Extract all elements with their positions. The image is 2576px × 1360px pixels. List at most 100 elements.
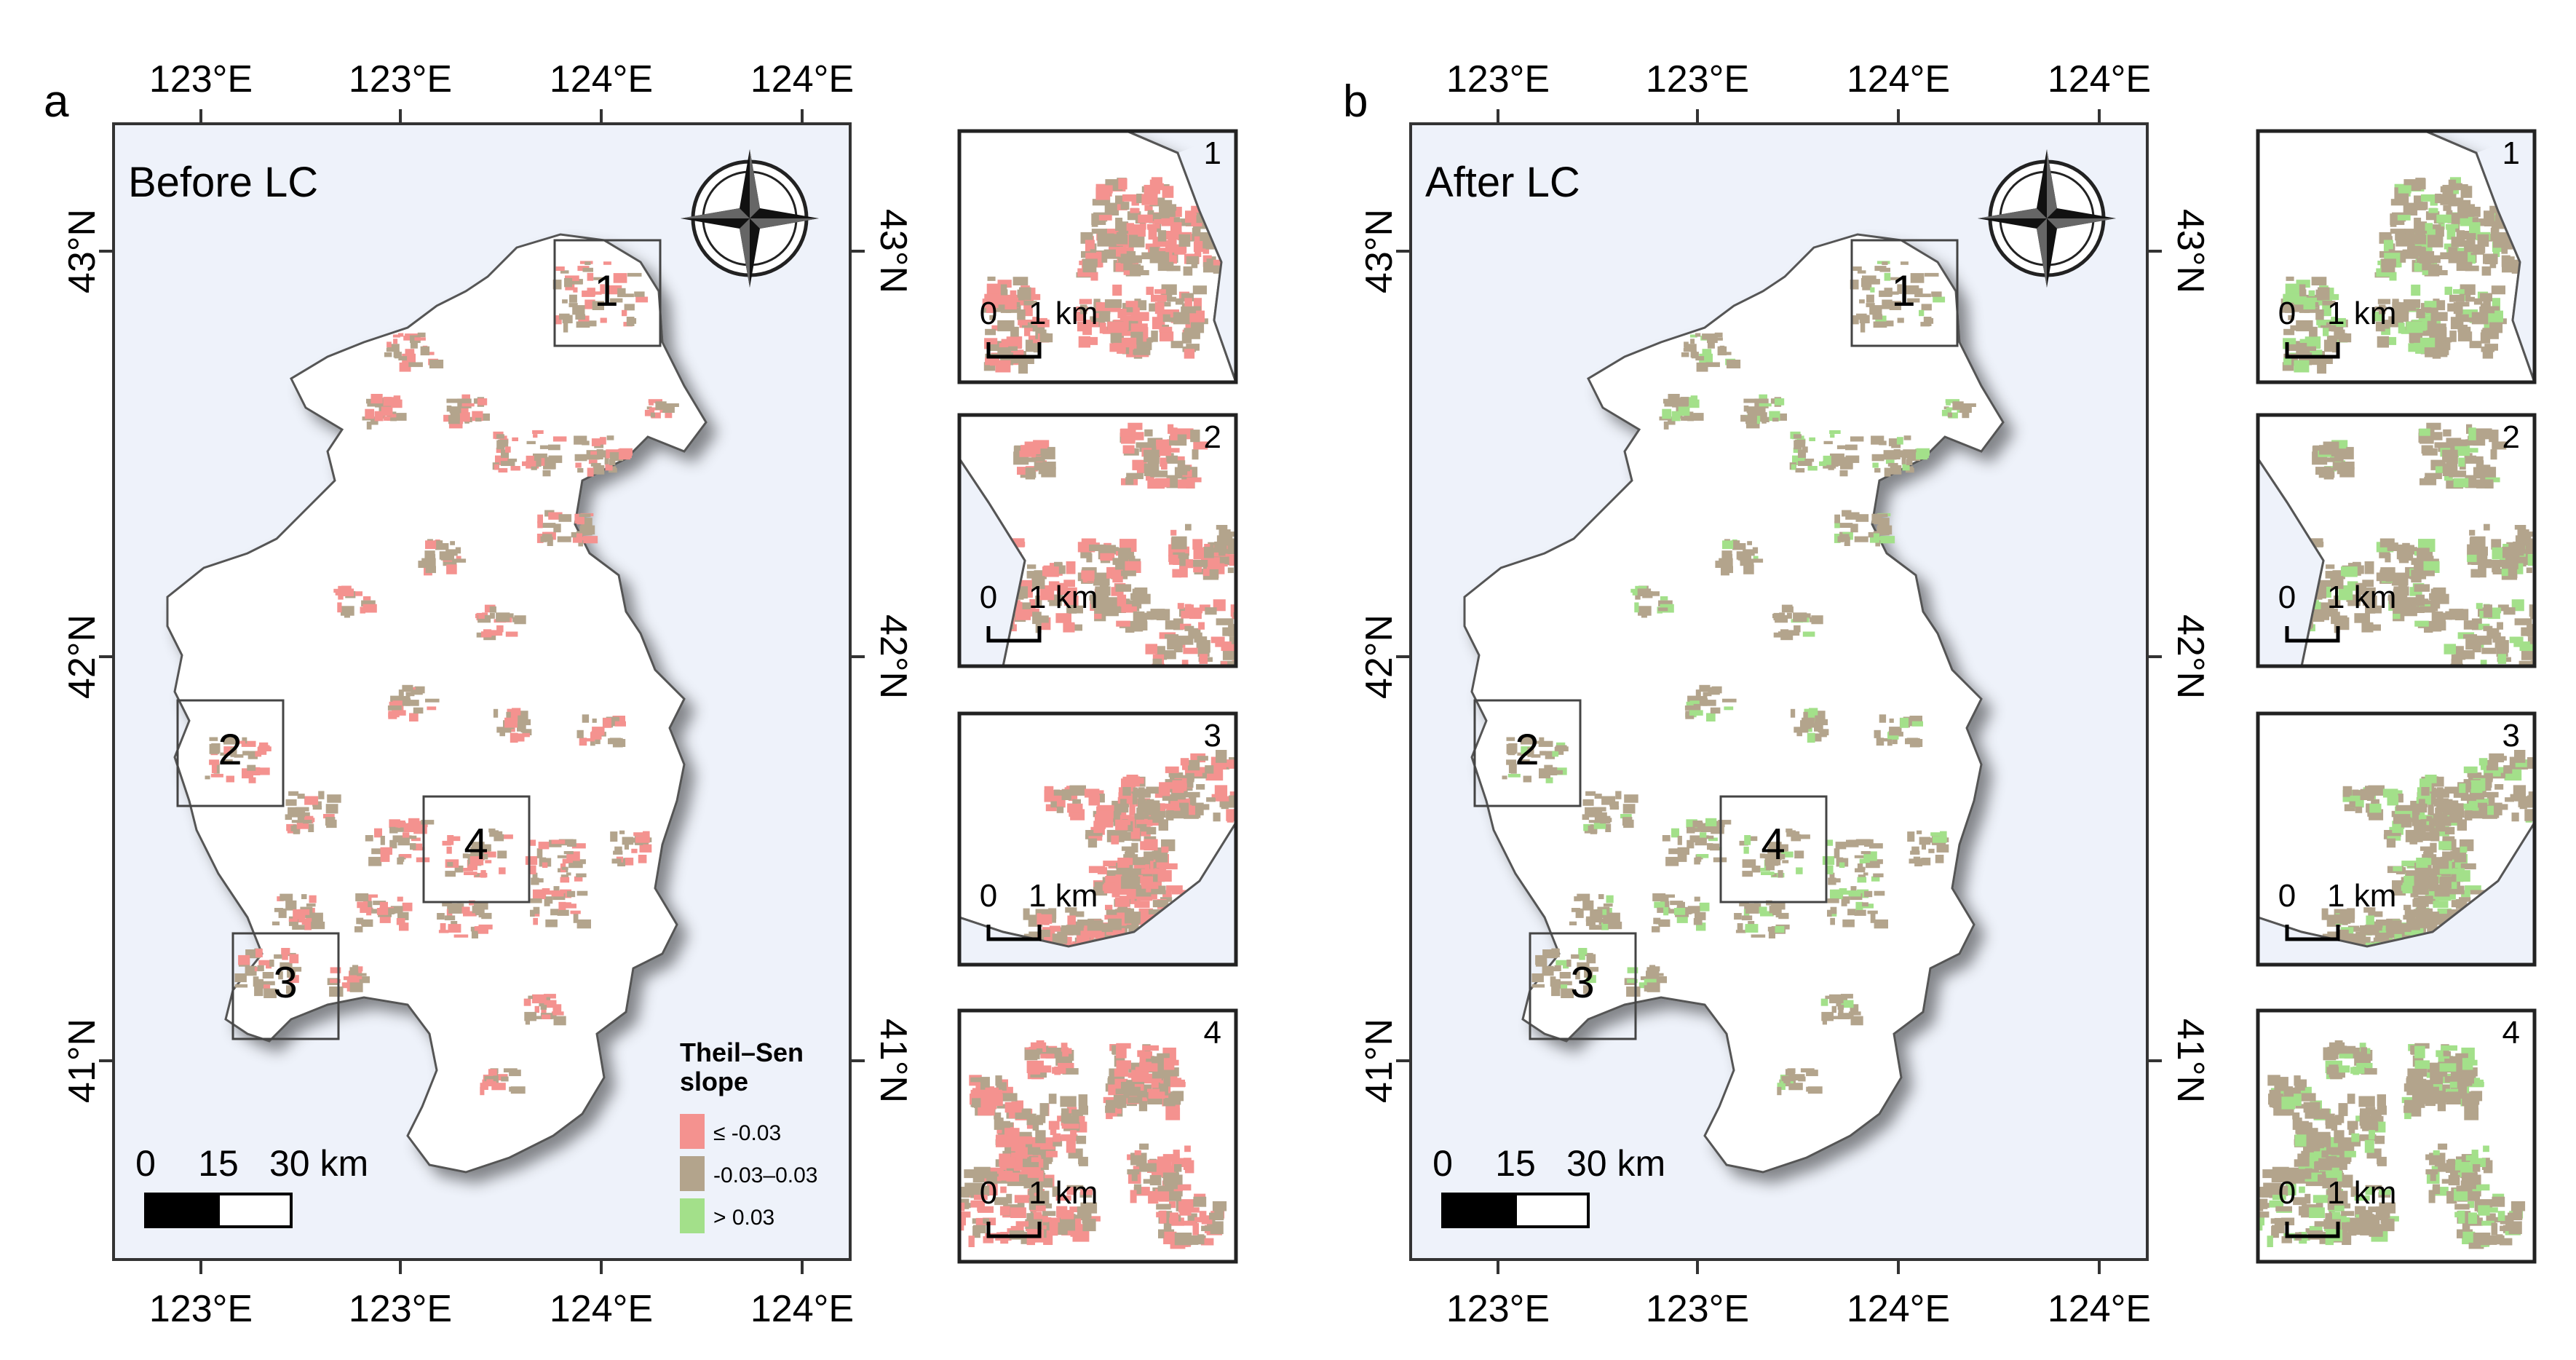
slope-pixel — [293, 909, 306, 920]
slope-pixel — [1008, 349, 1024, 356]
slope-pixel — [1162, 314, 1170, 323]
slope-pixel — [1174, 1164, 1182, 1172]
slope-pixel — [2470, 536, 2486, 550]
slope-pixel — [2488, 612, 2500, 620]
slope-pixel — [2317, 357, 2333, 364]
slope-pixel — [1115, 584, 1132, 592]
slope-pixel — [541, 456, 555, 462]
slope-pixel — [538, 842, 550, 850]
slope-pixel — [1035, 1130, 1046, 1144]
slope-pixel — [501, 449, 510, 458]
slope-pixel — [1566, 960, 1572, 967]
slope-pixel — [2390, 600, 2406, 609]
slope-pixel — [445, 871, 456, 877]
slope-pixel — [2414, 1088, 2423, 1095]
slope-pixel — [2458, 199, 2471, 205]
slope-pixel — [2518, 660, 2535, 666]
slope-pixel — [1185, 470, 1192, 477]
slope-pixel — [1185, 210, 1196, 223]
slope-pixel — [357, 973, 367, 976]
slope-pixel — [2363, 1115, 2378, 1123]
slope-pixel — [304, 922, 312, 930]
slope-pixel — [2286, 276, 2294, 281]
slope-pixel — [2450, 183, 2462, 191]
slope-pixel — [970, 1200, 985, 1208]
slope-pixel — [568, 280, 583, 285]
slope-pixel — [2421, 194, 2437, 202]
slope-pixel — [2436, 214, 2452, 224]
slope-pixel — [1144, 803, 1160, 815]
slope-pixel — [1055, 613, 1071, 623]
slope-pixel — [591, 438, 601, 446]
slope-pixel — [1015, 336, 1023, 349]
slope-pixel — [1118, 178, 1128, 190]
slope-pixel — [1053, 1133, 1061, 1142]
slope-pixel — [2421, 341, 2428, 355]
slope-pixel — [1830, 453, 1844, 462]
slope-pixel — [1162, 1165, 1176, 1174]
slope-pixel — [1679, 908, 1693, 914]
slope-pixel — [536, 848, 543, 858]
slope-pixel — [1622, 817, 1633, 826]
slope-pixel — [2334, 596, 2341, 607]
slope-pixel — [1024, 441, 1041, 454]
slope-pixel — [1658, 600, 1673, 606]
slope-pixel — [1243, 805, 1260, 817]
slope-pixel — [1091, 600, 1107, 609]
slope-pixel — [1165, 766, 1179, 773]
slope-pixel — [1717, 346, 1727, 356]
slope-pixel — [1133, 864, 1150, 870]
slope-pixel — [475, 873, 480, 877]
slope-pixel — [2364, 1139, 2374, 1153]
slope-pixel — [1787, 612, 1792, 619]
slope-pixel — [1803, 711, 1808, 721]
slope-pixel — [1850, 436, 1864, 442]
slope-pixel — [2318, 1174, 2326, 1182]
slope-pixel — [2302, 1204, 2319, 1210]
slope-pixel — [571, 843, 586, 849]
slope-pixel — [366, 907, 372, 916]
slope-pixel — [1200, 1238, 1214, 1246]
slope-pixel — [1157, 309, 1164, 320]
slope-pixel — [1042, 566, 1059, 577]
slope-pixel — [532, 430, 544, 434]
slope-pixel — [1113, 1094, 1127, 1108]
slope-pixel — [471, 930, 478, 938]
slope-pixel — [987, 276, 996, 281]
slope-pixel — [1129, 803, 1136, 816]
slope-pixel — [413, 843, 423, 851]
slope-pixel — [2406, 321, 2423, 333]
slope-pixel — [2360, 1123, 2378, 1129]
slope-pixel — [999, 1206, 1010, 1216]
slope-pixel — [1035, 596, 1042, 607]
slope-pixel — [2446, 454, 2458, 464]
slope-pixel — [610, 466, 617, 470]
slope-pixel — [596, 449, 603, 459]
slope-pixel — [624, 842, 629, 850]
slope-pixel — [1767, 856, 1781, 866]
slope-pixel — [2514, 796, 2528, 802]
slope-pixel — [1219, 668, 1229, 675]
slope-pixel — [1759, 906, 1767, 914]
slope-pixel — [2420, 570, 2435, 577]
slope-pixel — [1146, 786, 1159, 794]
slope-pixel — [1123, 854, 1138, 861]
slope-pixel — [2332, 570, 2344, 577]
slope-pixel — [1772, 417, 1779, 422]
lon-tick-label: 123°E — [149, 1288, 253, 1330]
slope-pixel — [224, 759, 233, 763]
slope-pixel — [245, 965, 257, 976]
slope-pixel — [2331, 440, 2348, 448]
slope-pixel — [973, 1195, 988, 1201]
slope-pixel — [449, 406, 461, 414]
slope-pixel — [2353, 1227, 2360, 1235]
slope-pixel — [643, 831, 650, 842]
slope-pixel — [2425, 473, 2442, 480]
slope-pixel — [1593, 822, 1606, 829]
locator-box-1 — [1850, 239, 1959, 347]
inset-scale-bar — [986, 626, 1042, 643]
slope-pixel — [1879, 290, 1893, 297]
slope-pixel — [1049, 925, 1061, 932]
slope-pixel — [590, 739, 595, 746]
slope-pixel — [2440, 194, 2457, 205]
